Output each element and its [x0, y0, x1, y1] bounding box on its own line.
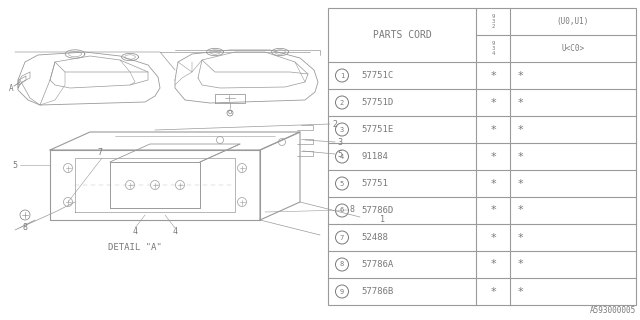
Text: 57786D: 57786D [361, 206, 393, 215]
Text: *: * [490, 70, 496, 81]
Text: *: * [517, 70, 523, 81]
Text: 5: 5 [340, 180, 344, 187]
Text: 8: 8 [350, 205, 355, 214]
Text: 2: 2 [340, 100, 344, 106]
Text: 9: 9 [340, 289, 344, 294]
Text: U<C0>: U<C0> [561, 44, 584, 53]
Text: 9
3
2: 9 3 2 [492, 14, 495, 28]
Text: 8: 8 [22, 222, 28, 231]
Text: 3: 3 [337, 138, 342, 147]
Text: 7: 7 [340, 235, 344, 241]
Text: DETAIL "A": DETAIL "A" [108, 244, 162, 252]
Text: 57751D: 57751D [361, 98, 393, 107]
Text: *: * [517, 260, 523, 269]
Text: 52488: 52488 [361, 233, 388, 242]
Text: 5: 5 [337, 149, 342, 158]
Text: 6: 6 [340, 207, 344, 213]
Text: 57751C: 57751C [361, 71, 393, 80]
Text: PARTS CORD: PARTS CORD [372, 30, 431, 40]
Text: 5: 5 [13, 161, 17, 170]
Text: A: A [9, 84, 13, 92]
Text: 91184: 91184 [361, 152, 388, 161]
Text: *: * [517, 151, 523, 162]
Text: *: * [517, 98, 523, 108]
Text: *: * [517, 124, 523, 134]
Text: 7: 7 [97, 148, 102, 157]
Text: 2: 2 [332, 119, 337, 129]
Text: 1: 1 [380, 215, 385, 225]
Text: *: * [490, 233, 496, 243]
Text: (U0,U1): (U0,U1) [557, 17, 589, 26]
Text: 57751: 57751 [361, 179, 388, 188]
Text: 3: 3 [340, 126, 344, 132]
Text: *: * [490, 286, 496, 297]
Text: 57786A: 57786A [361, 260, 393, 269]
Text: 9
3
4: 9 3 4 [492, 41, 495, 56]
Text: *: * [490, 124, 496, 134]
Text: *: * [490, 260, 496, 269]
Text: 4: 4 [173, 228, 177, 236]
Text: 57751E: 57751E [361, 125, 393, 134]
Text: *: * [517, 205, 523, 215]
Text: o: o [228, 109, 232, 115]
Text: *: * [490, 205, 496, 215]
Text: A593000005: A593000005 [589, 306, 636, 315]
Text: *: * [517, 286, 523, 297]
Text: 1: 1 [340, 73, 344, 78]
Text: *: * [517, 233, 523, 243]
Text: *: * [490, 98, 496, 108]
Text: 57786B: 57786B [361, 287, 393, 296]
Text: 4: 4 [340, 154, 344, 159]
Text: *: * [517, 179, 523, 188]
Text: 8: 8 [340, 261, 344, 268]
Text: *: * [490, 151, 496, 162]
Text: 4: 4 [132, 228, 138, 236]
Text: *: * [490, 179, 496, 188]
Bar [328, 8, 636, 305]
